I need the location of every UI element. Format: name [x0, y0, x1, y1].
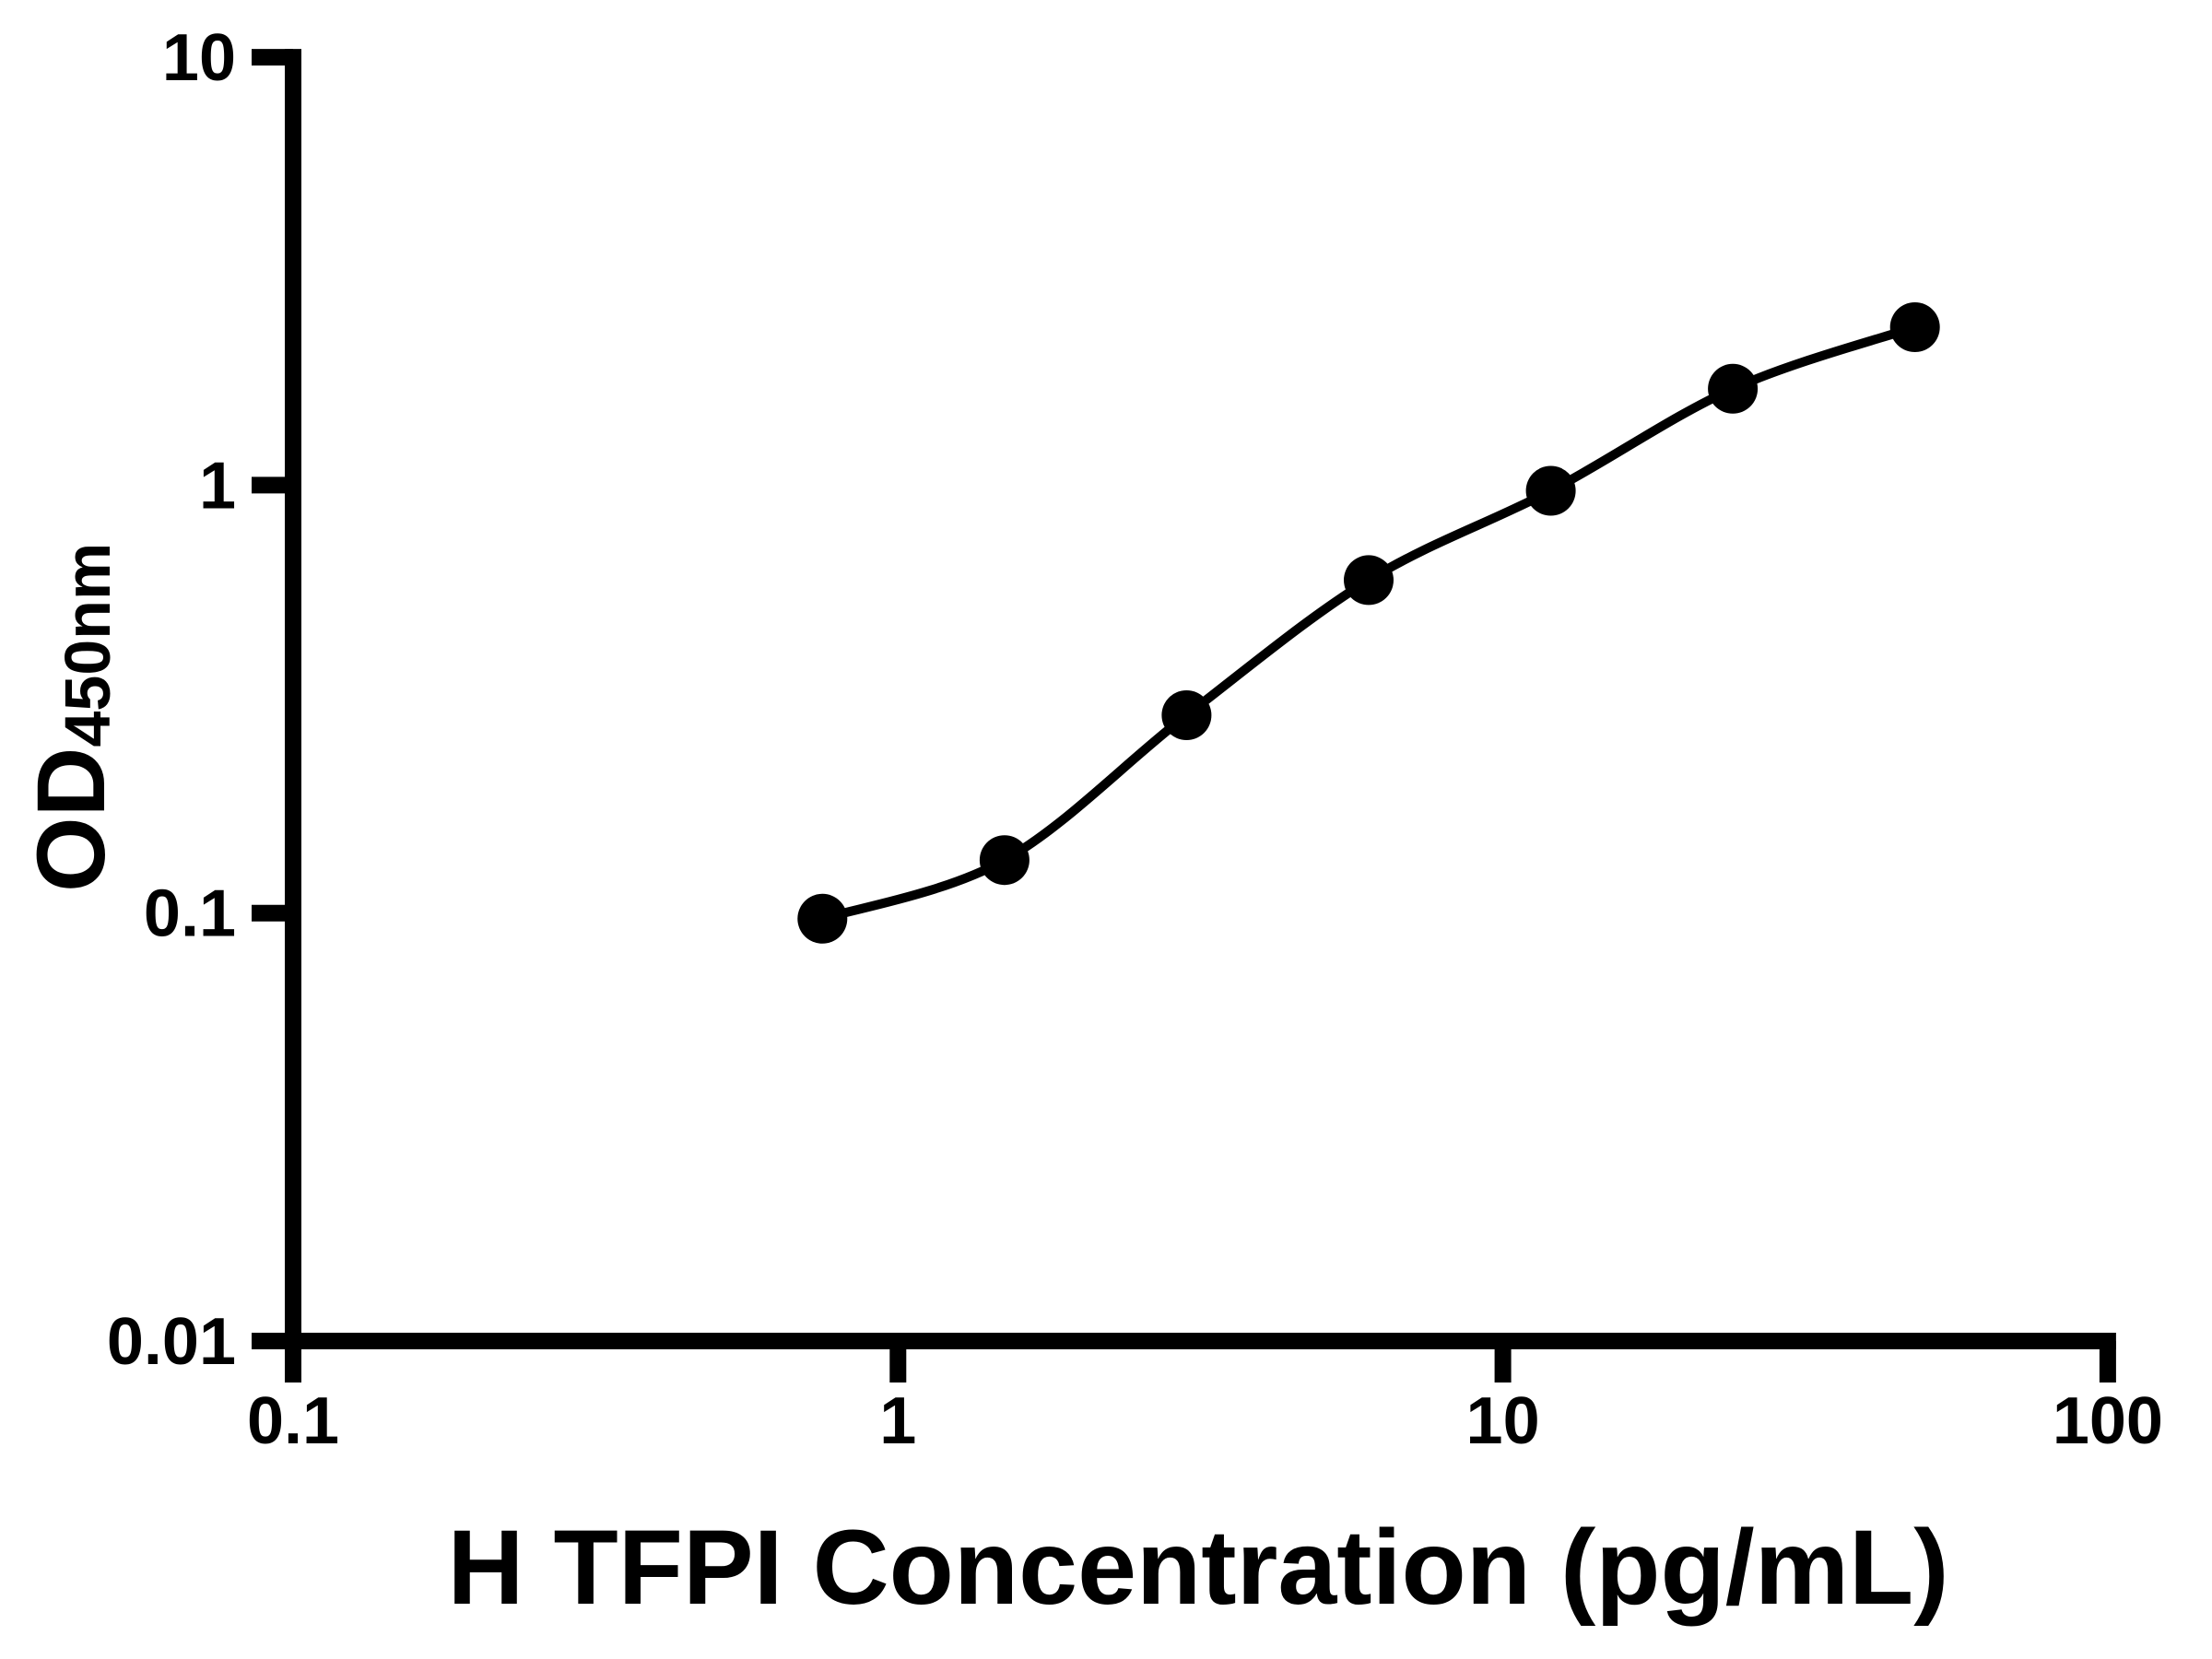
- y-axis-title: OD450nm: [18, 543, 125, 892]
- axes-layer: [252, 49, 2116, 1382]
- data-point-marker: [1344, 555, 1394, 606]
- data-point-marker: [979, 835, 1030, 886]
- data-point-marker: [797, 893, 848, 944]
- standard-curve-fit-line: [820, 323, 1917, 924]
- x-axis-tick-label: 1: [879, 1384, 916, 1458]
- data-point-marker: [1889, 302, 1940, 352]
- x-axis-title: H TFPI Concentration (pg/mL): [447, 1509, 1948, 1627]
- y-axis-title-main: OD: [18, 747, 125, 893]
- data-point-marker: [1525, 465, 1576, 516]
- y-axis-tick-label: 1: [199, 449, 236, 523]
- y-axis-tick-label: 0.1: [144, 877, 236, 951]
- x-axis-tick-label: 0.1: [247, 1384, 339, 1458]
- y-axis-tick-label: 10: [162, 21, 236, 95]
- y-axis-tick-label: 0.01: [107, 1305, 236, 1379]
- data-point-marker: [1161, 690, 1212, 740]
- x-axis-tick-label: 10: [1466, 1384, 1540, 1458]
- x-axis-tick-label: 100: [2053, 1384, 2163, 1458]
- data-point-marker: [1708, 363, 1759, 414]
- data-series-layer: [797, 302, 1940, 944]
- y-axis-title-subscript: 450nm: [52, 543, 124, 747]
